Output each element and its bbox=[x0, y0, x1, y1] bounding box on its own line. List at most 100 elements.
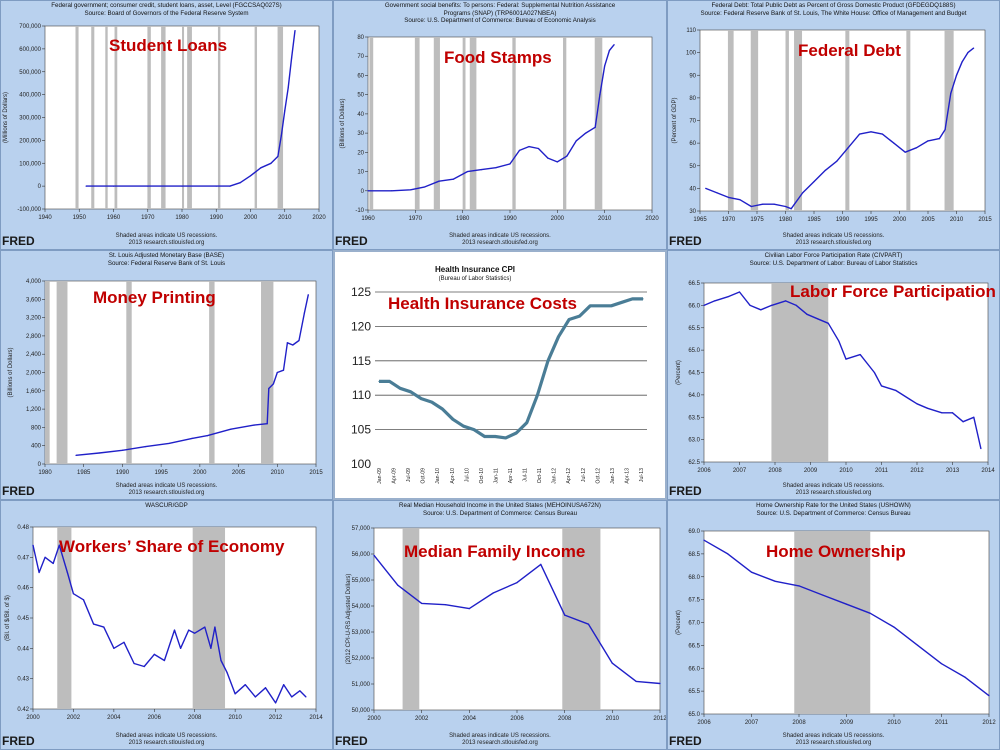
recession-note: Shaded areas indicate US recessions. bbox=[115, 483, 218, 489]
x-tick-label: 2009 bbox=[840, 720, 854, 726]
chart-header-line: Source: Federal Reserve Bank of St. Loui… bbox=[107, 259, 226, 267]
data-point bbox=[444, 604, 447, 606]
chart-svg: 0 400 800 1,200 1,600 2,000 2,400 2,800 3,200 3,6… bbox=[8, 279, 323, 476]
x-tick-label: 2010 bbox=[606, 716, 620, 722]
data-point bbox=[806, 313, 808, 315]
chart-svg: 100 105 110 115 120 125 Jan-09 Apr-09 Jul-09 Oct-… bbox=[351, 285, 647, 484]
y-tick-label: 20 bbox=[357, 150, 364, 156]
y-tick-label: 0.47 bbox=[17, 555, 29, 561]
x-tick-label: 2008 bbox=[768, 468, 782, 474]
y-tick-label: 700,000 bbox=[19, 24, 41, 30]
data-point bbox=[802, 192, 804, 194]
x-tick-label: 2010 bbox=[598, 216, 612, 222]
plot-area bbox=[373, 527, 661, 711]
data-point bbox=[66, 571, 68, 574]
recession-band bbox=[217, 26, 221, 209]
data-point bbox=[226, 672, 228, 674]
y-axis-label: (Percent) bbox=[676, 360, 682, 385]
chart-header-line: Source: U.S. Department of Commerce: Cen… bbox=[422, 509, 578, 517]
data-point bbox=[927, 407, 929, 409]
x-tick-label: 2008 bbox=[558, 716, 572, 722]
data-point bbox=[274, 702, 277, 704]
y-tick-label: 1,600 bbox=[26, 389, 42, 395]
chart-svg: 50,000 51,000 52,000 53,000 54,000 55,000 56,0… bbox=[346, 526, 666, 722]
data-point bbox=[631, 298, 634, 300]
y-tick-label: 40 bbox=[689, 186, 696, 192]
data-point bbox=[220, 659, 222, 662]
chart-panel-labor-force: Civilian Labor Force Participation Rate … bbox=[667, 250, 1000, 500]
data-point bbox=[230, 428, 232, 430]
y-tick-label: 2,000 bbox=[26, 371, 42, 377]
y-tick-label: 51,000 bbox=[352, 682, 371, 688]
x-tick-label: 2000 bbox=[893, 217, 907, 223]
x-tick-label: Oct-09 bbox=[421, 468, 427, 484]
recession-band bbox=[750, 30, 759, 211]
data-point bbox=[452, 178, 454, 180]
chart-header-line: Real Median Household Income in the Unit… bbox=[399, 502, 601, 509]
x-tick-label: 2010 bbox=[950, 217, 964, 223]
chart-header-line: Source: U.S. Department of Commerce: Cen… bbox=[756, 509, 911, 517]
y-tick-label: 63.5 bbox=[688, 415, 700, 421]
data-point bbox=[770, 304, 773, 306]
y-tick-label: 56,000 bbox=[352, 552, 371, 558]
data-point bbox=[760, 309, 762, 311]
overlay-title: Health Insurance Costs bbox=[388, 294, 577, 313]
x-tick-label: Jan-12 bbox=[552, 468, 558, 484]
x-tick-label: 1950 bbox=[73, 215, 87, 221]
y-tick-label: 300,000 bbox=[19, 116, 41, 122]
x-tick-label: 2010 bbox=[887, 720, 901, 726]
data-point bbox=[410, 391, 412, 393]
y-tick-label: -10 bbox=[355, 208, 364, 214]
x-tick-label: 2012 bbox=[910, 468, 924, 474]
data-point bbox=[716, 192, 718, 194]
recession-band bbox=[562, 528, 601, 710]
data-point bbox=[303, 312, 305, 314]
recession-note: Shaded areas indicate US recessions. bbox=[449, 233, 551, 239]
data-point bbox=[587, 623, 590, 625]
data-point bbox=[424, 186, 426, 188]
chart-footer: Shaded areas indicate US recessions. 2013… bbox=[334, 233, 666, 247]
overlay-title: Home Ownership bbox=[766, 542, 906, 561]
y-tick-label: 30 bbox=[689, 209, 696, 215]
x-tick-label: 2000 bbox=[551, 216, 565, 222]
recession-note: Shaded areas indicate US recessions. bbox=[115, 733, 218, 739]
data-point bbox=[750, 205, 752, 208]
data-point bbox=[964, 676, 966, 678]
data-point bbox=[168, 442, 170, 445]
chart-svg: 30 40 50 60 70 80 90 100 110 1965 1970 1975 1980 1985… bbox=[672, 28, 992, 223]
data-point bbox=[98, 452, 100, 454]
x-tick-label: Apr-10 bbox=[450, 468, 456, 484]
data-point bbox=[536, 394, 538, 396]
data-point bbox=[703, 539, 705, 541]
x-tick-label: 2010 bbox=[839, 468, 853, 474]
recession-band bbox=[785, 30, 789, 211]
data-point bbox=[276, 371, 278, 374]
fred-logo: FRED bbox=[2, 484, 35, 498]
x-tick-label: 2005 bbox=[921, 217, 935, 223]
data-point bbox=[556, 161, 558, 163]
data-point bbox=[941, 412, 943, 414]
x-tick-label: 1965 bbox=[693, 217, 707, 223]
y-tick-label: 115 bbox=[352, 354, 371, 368]
data-point bbox=[909, 398, 911, 400]
data-point bbox=[484, 435, 486, 438]
data-point bbox=[420, 398, 422, 400]
y-tick-label: 0 bbox=[38, 462, 42, 468]
data-point bbox=[307, 294, 309, 296]
data-point bbox=[518, 149, 521, 152]
recession-band bbox=[794, 30, 803, 211]
data-point bbox=[589, 305, 591, 307]
data-point bbox=[291, 696, 293, 698]
y-tick-label: 65.5 bbox=[688, 689, 700, 695]
data-point bbox=[44, 556, 46, 558]
data-point bbox=[283, 684, 285, 686]
x-tick-label: 2011 bbox=[875, 468, 889, 474]
data-point bbox=[916, 147, 918, 149]
x-tick-label: 2002 bbox=[415, 716, 429, 722]
data-point bbox=[85, 185, 87, 187]
research-note: 2013 research.stlouisfed.org bbox=[462, 240, 538, 246]
y-tick-label: 60 bbox=[689, 141, 696, 147]
y-tick-label: 105 bbox=[351, 423, 371, 437]
y-tick-label: -100,000 bbox=[17, 207, 41, 213]
data-point bbox=[58, 544, 60, 546]
